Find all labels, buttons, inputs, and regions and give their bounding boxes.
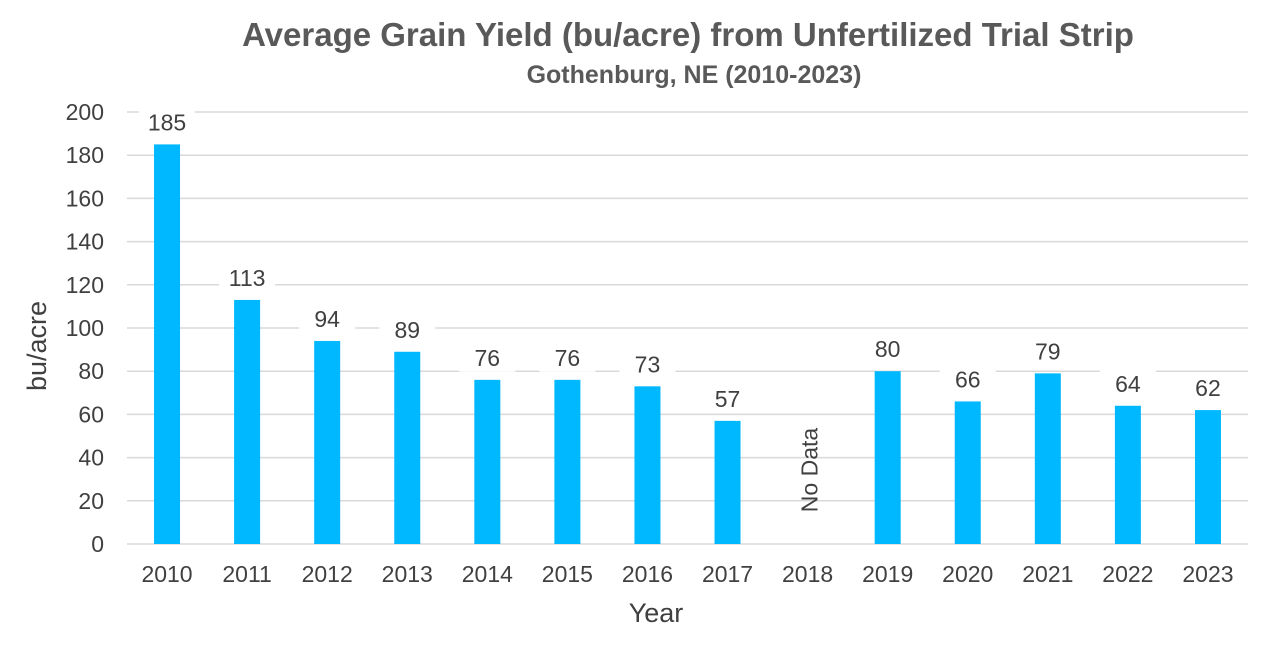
y-axis-label: bu/acre <box>22 301 52 391</box>
y-tick-label: 100 <box>66 315 104 341</box>
data-label: 76 <box>555 345 581 371</box>
x-tick-label: 2011 <box>222 561 271 587</box>
y-tick-label: 60 <box>78 401 104 427</box>
no-data-annotation: No Data <box>797 428 823 513</box>
y-tick-label: 40 <box>78 445 104 471</box>
y-tick-label: 200 <box>66 99 104 125</box>
data-label-background <box>939 363 996 394</box>
y-tick-label: 140 <box>66 229 104 255</box>
x-tick-label: 2010 <box>141 561 192 587</box>
data-label: 73 <box>635 351 661 377</box>
bar <box>954 401 981 544</box>
chart-subtitle: Gothenburg, NE (2010-2023) <box>527 61 862 89</box>
data-label-background <box>139 106 196 137</box>
chart-title: Average Grain Yield (bu/acre) from Unfer… <box>242 16 1134 53</box>
data-label-background <box>1179 372 1236 403</box>
data-label-background <box>619 348 676 379</box>
y-tick-label: 0 <box>91 531 104 557</box>
x-tick-label: 2023 <box>1182 561 1233 587</box>
bar <box>314 340 341 544</box>
bar <box>874 371 901 544</box>
bar <box>714 420 741 544</box>
x-tick-label: 2013 <box>382 561 433 587</box>
y-tick-label: 120 <box>66 272 104 298</box>
data-label-background <box>379 313 436 344</box>
x-tick-label: 2016 <box>622 561 673 587</box>
data-label: 76 <box>475 345 501 371</box>
x-tick-label: 2020 <box>942 561 993 587</box>
x-tick-label: 2015 <box>542 561 593 587</box>
data-label-background <box>219 261 276 292</box>
x-axis-ticks: 2010 2011 2012 2013 2014 2015 2016 2017 2018 2019… <box>141 561 1233 587</box>
x-tick-label: 2019 <box>862 561 913 587</box>
bar <box>1194 410 1221 544</box>
data-label: 79 <box>1035 338 1061 364</box>
data-label-background <box>459 341 516 372</box>
bar <box>234 299 261 544</box>
data-label-background <box>299 302 356 333</box>
data-label-background <box>539 341 596 372</box>
data-label: 66 <box>955 366 981 392</box>
data-label-background <box>1019 335 1076 366</box>
y-axis-ticks: 0 20 40 60 80 100 120 140 160 180 200 <box>66 99 104 557</box>
data-label: 64 <box>1115 371 1141 397</box>
data-label: 62 <box>1195 375 1221 401</box>
data-label: 89 <box>394 317 420 343</box>
x-tick-label: 2014 <box>462 561 513 587</box>
bar <box>394 351 421 544</box>
y-tick-label: 180 <box>66 142 104 168</box>
data-label: 80 <box>875 336 901 362</box>
x-tick-label: 2022 <box>1102 561 1153 587</box>
x-tick-label: 2021 <box>1022 561 1073 587</box>
bar <box>634 386 661 544</box>
y-tick-label: 80 <box>78 358 104 384</box>
bar <box>1034 373 1061 544</box>
data-label: 185 <box>148 109 186 135</box>
bar <box>554 379 581 544</box>
x-tick-label: 2017 <box>702 561 753 587</box>
gridlines <box>127 111 1248 545</box>
data-label: 57 <box>715 386 741 412</box>
y-tick-label: 20 <box>78 488 104 514</box>
data-labels: 185 113 94 89 76 76 73 57 80 66 79 64 62 No Data <box>139 106 1236 512</box>
bar <box>154 144 181 544</box>
y-tick-label: 160 <box>66 185 104 211</box>
data-label-background <box>859 333 916 364</box>
data-label: 94 <box>314 306 340 332</box>
data-label-background <box>1099 367 1156 398</box>
data-label-background <box>699 382 756 413</box>
bar <box>474 379 501 544</box>
x-tick-label: 2018 <box>782 561 833 587</box>
bar <box>1114 405 1141 544</box>
data-label: 113 <box>229 265 266 291</box>
x-tick-label: 2012 <box>302 561 353 587</box>
bars <box>154 144 1221 544</box>
x-axis-label: Year <box>629 598 684 628</box>
